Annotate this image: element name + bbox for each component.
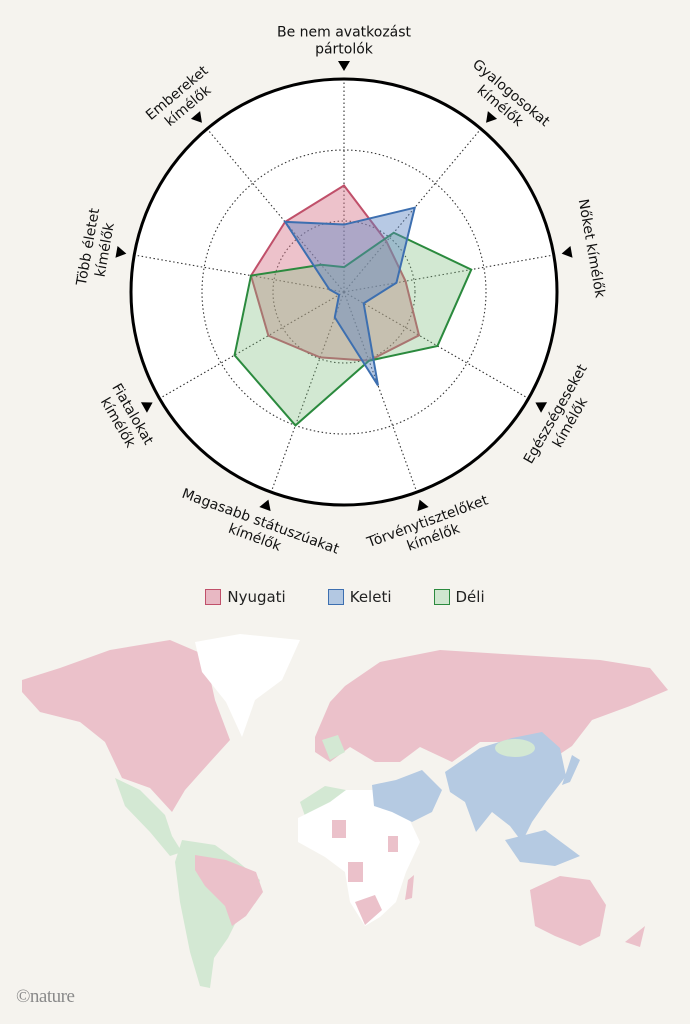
region-nigeria <box>332 820 346 838</box>
axis-label: Nőket kímélők <box>575 198 608 300</box>
axis-label-line: Nőket kímélők <box>575 198 608 300</box>
axis-marker-triangle-icon <box>338 61 350 71</box>
region-madagascar <box>405 875 414 900</box>
legend-label: Nyugati <box>227 588 286 606</box>
axis-line <box>343 128 482 293</box>
axis-line <box>343 291 418 493</box>
legend-label: Déli <box>455 588 485 606</box>
legend-item-keleti: Keleti <box>327 588 392 606</box>
axis-label: Törvénytisztelőketkímélők <box>364 492 496 567</box>
outer-ring <box>129 77 559 507</box>
region-japan <box>562 755 580 785</box>
region-eurasia <box>315 650 668 762</box>
legend-swatch-deli <box>433 589 450 605</box>
region-australia <box>530 876 606 946</box>
series-polygon-nyugati <box>249 184 421 362</box>
legend-swatch-keleti <box>327 589 344 605</box>
axis-label: Be nem avatkozást pártolók <box>277 25 412 58</box>
legend-label: Keleti <box>349 588 392 606</box>
axis-line <box>343 254 554 293</box>
axis-marker-triangle-icon <box>561 245 573 258</box>
nature-credit-logo: ©nature <box>16 986 75 1007</box>
radar-chart: Be nem avatkozást pártolókGyalogosokatkím… <box>74 25 608 567</box>
grid-ring <box>272 220 416 364</box>
legend-item-nyugati: Nyugati <box>205 588 286 606</box>
region-mongolia <box>495 739 535 757</box>
axis-label: Fiatalokatkímélők <box>94 381 157 457</box>
region-new-zealand <box>625 926 645 947</box>
axis-marker-triangle-icon <box>190 111 202 123</box>
legend-swatch-nyugati <box>205 589 222 605</box>
axis-label: Több életetkímélők <box>74 207 120 291</box>
region-north-america <box>22 640 230 812</box>
axis-label-line: Be nem avatkozást <box>277 25 412 41</box>
axis-marker-triangle-icon <box>417 499 429 512</box>
region-se-asia-islands <box>505 830 580 866</box>
region-africa <box>298 790 420 926</box>
grid-ring <box>201 149 487 435</box>
region-angola <box>348 862 363 882</box>
axis-line <box>134 254 345 293</box>
region-france <box>322 735 345 760</box>
axis-marker-triangle-icon <box>535 402 548 413</box>
map-regions <box>22 634 668 988</box>
region-greenland <box>195 634 300 737</box>
series-polygon-keleti <box>283 206 417 386</box>
axis-line <box>270 291 345 493</box>
region-kenya <box>388 836 398 852</box>
axis-line <box>159 291 345 399</box>
series-polygon-déli <box>233 231 473 427</box>
world-map <box>22 634 668 988</box>
region-middle-east <box>372 770 442 822</box>
legend: Nyugati Keleti Déli <box>0 588 690 606</box>
axis-label-line: pártolók <box>315 42 374 58</box>
region-east-asia <box>445 732 566 842</box>
axis-marker-triangle-icon <box>115 245 127 258</box>
region-brazil <box>195 855 263 926</box>
legend-item-deli: Déli <box>433 588 485 606</box>
axis-marker-triangle-icon <box>486 111 498 123</box>
axis-marker-triangle-icon <box>259 499 271 512</box>
axis-marker-triangle-icon <box>140 402 153 413</box>
region-central-america <box>115 778 182 856</box>
region-south-africa <box>355 895 382 925</box>
